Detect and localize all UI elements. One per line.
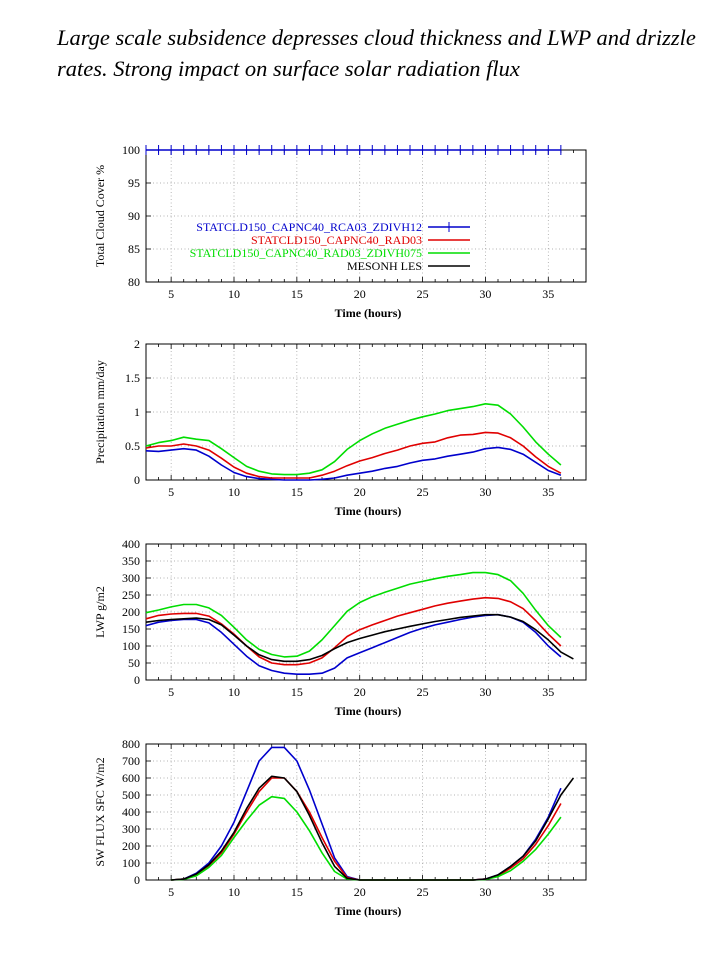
plot-frame [145,543,587,681]
y-tick-label: 100 [122,143,140,157]
legend-label-4: MESONH LES [347,259,422,273]
y-tick-label: 200 [122,839,140,853]
x-tick-label: 25 [417,485,429,499]
chart-panel-1: 5 10 15 20 25 30 35 80 85 90 95 100 Time (hours) Tota… [93,143,587,320]
y-axis-label: Precipitation mm/day [93,360,107,464]
x-tick-label: 35 [542,685,554,699]
x-tick-label: 25 [417,885,429,899]
y-tick-label: 50 [128,656,140,670]
x-tick-label: 20 [354,885,366,899]
y-tick-label: 800 [122,737,140,751]
chart-panel-4: 5 10 15 20 25 30 35 0 100 200 300 400 500 600 700 800 Ti… [93,737,587,918]
x-axis-label: Time (hours) [335,504,402,518]
x-axis-label: Time (hours) [335,704,402,718]
slide-headline: Large scale subsidence depresses cloud t… [57,25,696,81]
y-tick-label: 200 [122,605,140,619]
y-axis-label: LWP g/m2 [93,586,107,638]
y-tick-label: 85 [128,242,140,256]
x-axis-label: Time (hours) [335,904,402,918]
x-tick-label: 25 [417,685,429,699]
x-tick-label: 15 [291,685,303,699]
y-tick-label: 0 [134,873,140,887]
y-tick-label: 700 [122,754,140,768]
series-line-2 [145,596,562,666]
y-tick-label: 0 [134,473,140,487]
y-tick-label: 0 [134,673,140,687]
legend-label-2: STATCLD150_CAPNC40_RAD03 [251,233,422,247]
x-tick-label: 5 [168,885,174,899]
y-tick-label: 350 [122,554,140,568]
y-tick-label: 400 [122,537,140,551]
x-tick-label: 5 [168,287,174,301]
x-tick-label: 30 [479,685,491,699]
y-tick-label: 2 [134,337,140,351]
x-tick-label: 15 [291,287,303,301]
x-tick-label: 20 [354,287,366,301]
y-tick-label: 0.5 [125,439,140,453]
series-line-1 [145,446,562,481]
x-tick-label: 35 [542,885,554,899]
x-tick-label: 35 [542,287,554,301]
series-line-2 [145,431,562,479]
x-tick-label: 25 [417,287,429,301]
y-tick-label: 500 [122,788,140,802]
y-tick-label: 95 [128,176,140,190]
y-tick-label: 100 [122,639,140,653]
y-tick-label: 250 [122,588,140,602]
series-line-3 [145,571,562,658]
series-line-4 [145,613,574,663]
x-tick-label: 5 [168,685,174,699]
series-line-1 [171,746,562,881]
series-line-4 [171,775,575,881]
x-tick-label: 30 [479,287,491,301]
y-tick-label: 1.5 [125,371,140,385]
y-tick-label: 90 [128,209,140,223]
legend-label-3: STATCLD150_CAPNC40_RAD03_ZDIVH075 [190,246,422,260]
x-tick-label: 10 [228,287,240,301]
series-line-3 [145,402,562,476]
y-axis-label: SW FLUX SFC W/m2 [93,757,107,866]
series-line-1 [145,613,562,676]
chart-panel-3: 5 10 15 20 25 30 35050100150200250300350400Tim… [93,537,587,718]
x-axis-label: Time (hours) [335,306,402,320]
y-tick-label: 100 [122,856,140,870]
x-tick-label: 15 [291,485,303,499]
x-tick-label: 20 [354,485,366,499]
x-tick-label: 30 [479,485,491,499]
y-tick-label: 300 [122,822,140,836]
x-tick-label: 5 [168,485,174,499]
x-tick-label: 30 [479,885,491,899]
x-tick-label: 20 [354,685,366,699]
y-tick-label: 80 [128,275,140,289]
y-tick-label: 300 [122,571,140,585]
y-axis-label: Total Cloud Cover % [93,165,107,267]
x-tick-label: 35 [542,485,554,499]
y-tick-label: 600 [122,771,140,785]
x-tick-label: 10 [228,685,240,699]
y-tick-label: 400 [122,805,140,819]
x-tick-label: 10 [228,885,240,899]
y-tick-label: 1 [134,405,140,419]
y-tick-label: 150 [122,622,140,636]
x-tick-label: 15 [291,885,303,899]
chart-panel-2: 5 10 15 20 25 30 35 0 0.5 1 1.5 2 Time (hours) Precip… [93,337,587,518]
legend-label-1: STATCLD150_CAPNC40_RCA03_ZDIVH12 [196,220,422,234]
x-tick-label: 10 [228,485,240,499]
